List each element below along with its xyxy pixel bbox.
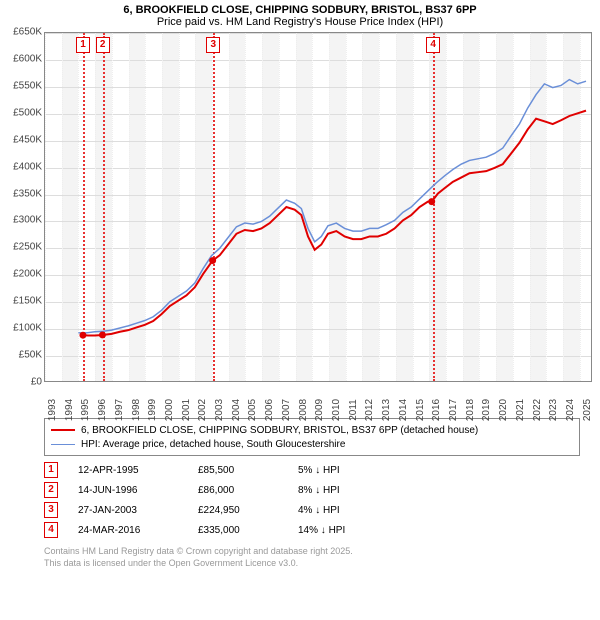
chart-title: 6, BROOKFIELD CLOSE, CHIPPING SODBURY, B… <box>8 4 592 16</box>
transaction-marker: 4 <box>44 522 58 538</box>
transaction-price: £86,000 <box>198 485 298 496</box>
x-tick-label: 1999 <box>147 399 158 421</box>
sale-marker-label: 3 <box>206 37 220 53</box>
y-tick-label: £450K <box>8 134 42 145</box>
x-tick-label: 2020 <box>498 399 509 421</box>
transaction-row: 2 14-JUN-1996£86,0008% ↓ HPI <box>44 480 580 500</box>
transaction-marker: 2 <box>44 482 58 498</box>
y-tick-label: £350K <box>8 188 42 199</box>
sale-point <box>428 198 435 205</box>
x-tick-label: 1993 <box>47 399 58 421</box>
x-tick-label: 2012 <box>364 399 375 421</box>
x-tick-label: 2015 <box>415 399 426 421</box>
transactions-table: 112-APR-1995£85,5005% ↓ HPI214-JUN-1996£… <box>44 460 580 540</box>
legend: 6, BROOKFIELD CLOSE, CHIPPING SODBURY, B… <box>44 418 580 456</box>
transaction-date: 12-APR-1995 <box>78 465 198 476</box>
chart: £0 £50K £100K £150K £200K £250K £300K £350K £400… <box>8 32 592 412</box>
transaction-diff: 4% ↓ HPI <box>298 505 408 516</box>
x-tick-label: 2009 <box>314 399 325 421</box>
legend-item-price-paid: 6, BROOKFIELD CLOSE, CHIPPING SODBURY, B… <box>51 423 573 437</box>
x-tick-label: 2004 <box>231 399 242 421</box>
transaction-row: 4 24-MAR-2016£335,00014% ↓ HPI <box>44 520 580 540</box>
y-tick-label: £550K <box>8 80 42 91</box>
y-tick-label: £200K <box>8 269 42 280</box>
y-tick-label: £500K <box>8 107 42 118</box>
x-tick-label: 2024 <box>565 399 576 421</box>
credits-line: This data is licensed under the Open Gov… <box>44 558 580 570</box>
legend-item-hpi: HPI: Average price, detached house, Sout… <box>51 437 573 451</box>
x-axis-labels: 1993199419951996199719981999200020012002… <box>44 382 592 412</box>
y-tick-label: £250K <box>8 242 42 253</box>
sale-point <box>209 257 216 264</box>
transaction-row: 1 12-APR-1995£85,5005% ↓ HPI <box>44 460 580 480</box>
chart-svg <box>45 33 591 381</box>
y-tick-label: £600K <box>8 53 42 64</box>
credits-line: Contains HM Land Registry data © Crown c… <box>44 546 580 558</box>
sale-point <box>99 331 106 338</box>
x-tick-label: 2007 <box>281 399 292 421</box>
x-tick-label: 1994 <box>64 399 75 421</box>
legend-swatch <box>51 444 75 445</box>
x-tick-label: 2005 <box>247 399 258 421</box>
legend-label: 6, BROOKFIELD CLOSE, CHIPPING SODBURY, B… <box>81 425 478 436</box>
transaction-price: £224,950 <box>198 505 298 516</box>
y-tick-label: £650K <box>8 27 42 38</box>
transaction-diff: 5% ↓ HPI <box>298 465 408 476</box>
transaction-price: £85,500 <box>198 465 298 476</box>
x-tick-label: 2003 <box>214 399 225 421</box>
legend-swatch <box>51 429 75 431</box>
x-tick-label: 2021 <box>515 399 526 421</box>
y-tick-label: £100K <box>8 323 42 334</box>
legend-label: HPI: Average price, detached house, Sout… <box>81 439 345 450</box>
x-tick-label: 1996 <box>97 399 108 421</box>
y-tick-label: £400K <box>8 161 42 172</box>
x-tick-label: 2017 <box>448 399 459 421</box>
x-tick-label: 2019 <box>481 399 492 421</box>
sale-marker-label: 4 <box>426 37 440 53</box>
y-tick-label: £50K <box>8 350 42 361</box>
x-tick-label: 2000 <box>164 399 175 421</box>
x-tick-label: 2025 <box>582 399 593 421</box>
x-tick-label: 2011 <box>348 399 359 421</box>
x-tick-label: 2010 <box>331 399 342 421</box>
transaction-diff: 8% ↓ HPI <box>298 485 408 496</box>
x-tick-label: 2023 <box>548 399 559 421</box>
transaction-date: 27-JAN-2003 <box>78 505 198 516</box>
x-tick-label: 2014 <box>398 399 409 421</box>
transaction-price: £335,000 <box>198 525 298 536</box>
transaction-date: 14-JUN-1996 <box>78 485 198 496</box>
y-tick-label: £150K <box>8 296 42 307</box>
y-tick-label: £0 <box>8 377 42 388</box>
x-tick-label: 2013 <box>381 399 392 421</box>
plot-area: 12 3 4 <box>44 32 592 382</box>
transaction-diff: 14% ↓ HPI <box>298 525 408 536</box>
x-tick-label: 2001 <box>181 399 192 421</box>
chart-subtitle: Price paid vs. HM Land Registry's House … <box>8 16 592 28</box>
x-tick-label: 1997 <box>114 399 125 421</box>
x-tick-label: 1998 <box>131 399 142 421</box>
sale-marker-label: 1 <box>76 37 90 53</box>
series-hpi <box>78 80 586 333</box>
transaction-date: 24-MAR-2016 <box>78 525 198 536</box>
credits: Contains HM Land Registry data © Crown c… <box>44 546 580 569</box>
x-tick-label: 2018 <box>465 399 476 421</box>
x-tick-label: 2022 <box>532 399 543 421</box>
x-tick-label: 1995 <box>80 399 91 421</box>
x-tick-label: 2008 <box>298 399 309 421</box>
sale-point <box>79 332 86 339</box>
x-tick-label: 2016 <box>431 399 442 421</box>
page: 6, BROOKFIELD CLOSE, CHIPPING SODBURY, B… <box>0 0 600 620</box>
transaction-marker: 3 <box>44 502 58 518</box>
y-tick-label: £300K <box>8 215 42 226</box>
sale-marker-label: 2 <box>96 37 110 53</box>
x-tick-label: 2006 <box>264 399 275 421</box>
chart-titles: 6, BROOKFIELD CLOSE, CHIPPING SODBURY, B… <box>0 0 600 30</box>
transaction-row: 3 27-JAN-2003£224,9504% ↓ HPI <box>44 500 580 520</box>
transaction-marker: 1 <box>44 462 58 478</box>
x-tick-label: 2002 <box>197 399 208 421</box>
